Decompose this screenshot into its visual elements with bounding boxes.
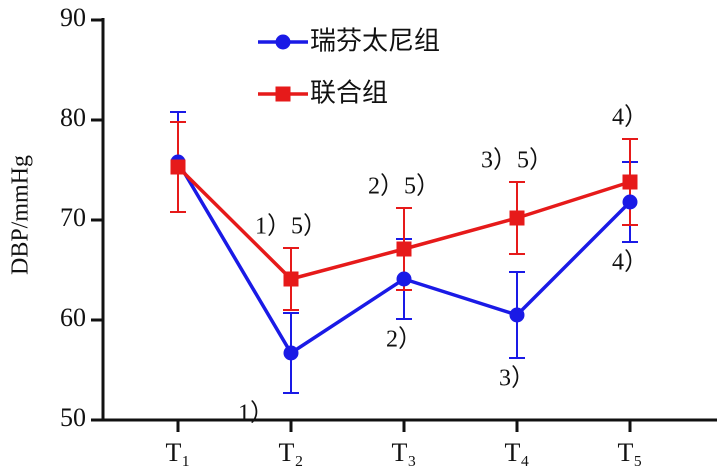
annotation: 1）5） [255, 214, 327, 240]
x-tick-label: T₃ [392, 438, 417, 467]
x-tick-label: T₂ [279, 438, 304, 467]
annotation: 4） [612, 105, 648, 131]
annotation: 3） [499, 366, 535, 392]
annotation: 3）5） [481, 148, 553, 174]
point [622, 174, 638, 190]
point [622, 194, 638, 210]
point [283, 271, 299, 287]
y-tick-label: 80 [60, 103, 86, 132]
point [170, 159, 186, 175]
x-tick-label: T₄ [505, 438, 530, 467]
point [396, 271, 412, 287]
legend-marker [275, 34, 291, 50]
point [509, 210, 525, 226]
y-axis-label: DBP/mmHg [8, 155, 34, 275]
legend-label: 瑞芬太尼组 [310, 27, 440, 57]
annotation: 4） [612, 250, 648, 276]
x-tick-label: T₁ [166, 438, 191, 467]
annotation: 1） [238, 401, 274, 427]
y-tick-label: 50 [60, 403, 86, 432]
point [509, 307, 525, 323]
y-tick-label: 70 [60, 203, 86, 232]
legend-marker [275, 86, 291, 102]
y-tick-label: 60 [60, 303, 86, 332]
annotation: 2）5） [368, 174, 440, 200]
y-tick-label: 90 [60, 3, 86, 32]
point [396, 241, 412, 257]
point [283, 345, 299, 361]
annotation: 2） [386, 327, 422, 353]
x-tick-label: T₅ [618, 438, 643, 467]
legend-label: 联合组 [310, 79, 388, 109]
